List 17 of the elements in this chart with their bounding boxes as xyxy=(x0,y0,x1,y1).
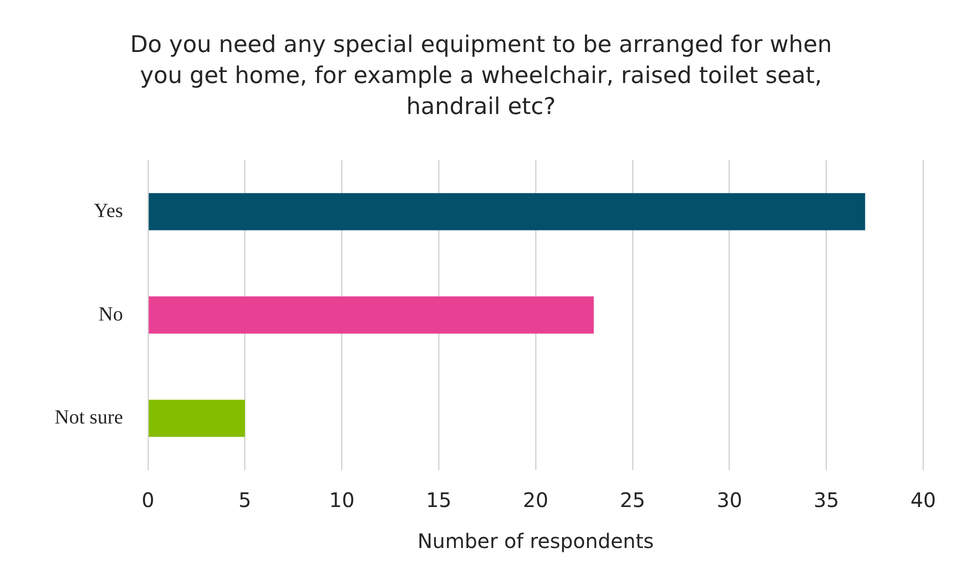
y-tick-label: Not sure xyxy=(54,406,124,429)
bar xyxy=(148,193,866,230)
x-tick-label: 30 xyxy=(716,488,742,512)
x-tick-label: 0 xyxy=(142,488,154,512)
x-tick-label: 15 xyxy=(426,488,452,512)
chart-title: Do you need any special equipment to be arranged for when you get home, for example a wheelchair, raised toilet seat, handrail etc? xyxy=(129,31,833,122)
x-tick-label: 5 xyxy=(238,488,252,512)
bar xyxy=(148,296,594,334)
y-tick-label: Yes xyxy=(94,200,124,222)
y-tick-label: No xyxy=(98,303,123,326)
x-tick-label: 35 xyxy=(814,488,840,512)
bar xyxy=(148,400,245,437)
x-tick-label: 25 xyxy=(620,488,646,512)
x-tick-label: 10 xyxy=(329,488,355,512)
x-tick-label: 20 xyxy=(522,488,548,512)
x-tick-label: 40 xyxy=(910,488,936,512)
x-axis-title: Number of respondents xyxy=(417,529,654,554)
